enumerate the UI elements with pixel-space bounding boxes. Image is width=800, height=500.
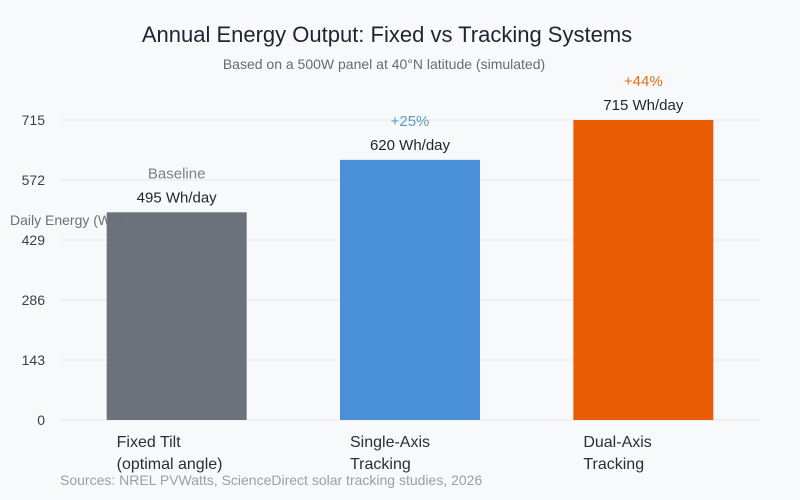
y-tick-label: 143 (22, 352, 46, 368)
x-category-label: Fixed Tilt (117, 434, 182, 451)
chart-subtitle: Based on a 500W panel at 40°N latitude (… (223, 56, 545, 72)
bar (106, 212, 247, 420)
bar-annotation: Baseline (148, 165, 206, 182)
y-tick-label: 715 (22, 112, 46, 128)
chart-title: Annual Energy Output: Fixed vs Tracking … (142, 22, 632, 47)
x-category-label: (optimal angle) (117, 456, 223, 473)
source-note: Sources: NREL PVWatts, ScienceDirect sol… (60, 472, 482, 488)
y-tick-label: 286 (22, 292, 46, 308)
y-tick-label: 0 (37, 412, 45, 428)
x-category-label: Dual-Axis (583, 434, 651, 451)
bar-labels: 495 Wh/day Baseline 620 Wh/day +25% 715 Wh/d… (137, 73, 684, 206)
y-tick-label: 572 (22, 172, 46, 188)
y-axis-title: Daily Energy (Wh) (10, 212, 124, 228)
bar (573, 120, 714, 420)
x-category-label: Tracking (583, 456, 644, 473)
x-category-label: Single-Axis (350, 434, 430, 451)
x-axis-categories: Fixed Tilt (optimal angle) Single-Axis Trac… (117, 434, 652, 473)
bar-value-label: 495 Wh/day (137, 189, 218, 206)
bar (340, 159, 480, 420)
bars (106, 120, 714, 420)
bar-annotation: +44% (624, 73, 663, 90)
y-axis-ticks: 0 143 286 429 572 715 (22, 112, 46, 428)
bar-annotation: +25% (391, 113, 430, 130)
bar-value-label: 715 Wh/day (603, 97, 684, 114)
bar-value-label: 620 Wh/day (370, 137, 451, 154)
x-category-label: Tracking (350, 456, 411, 473)
y-tick-label: 429 (22, 232, 46, 248)
